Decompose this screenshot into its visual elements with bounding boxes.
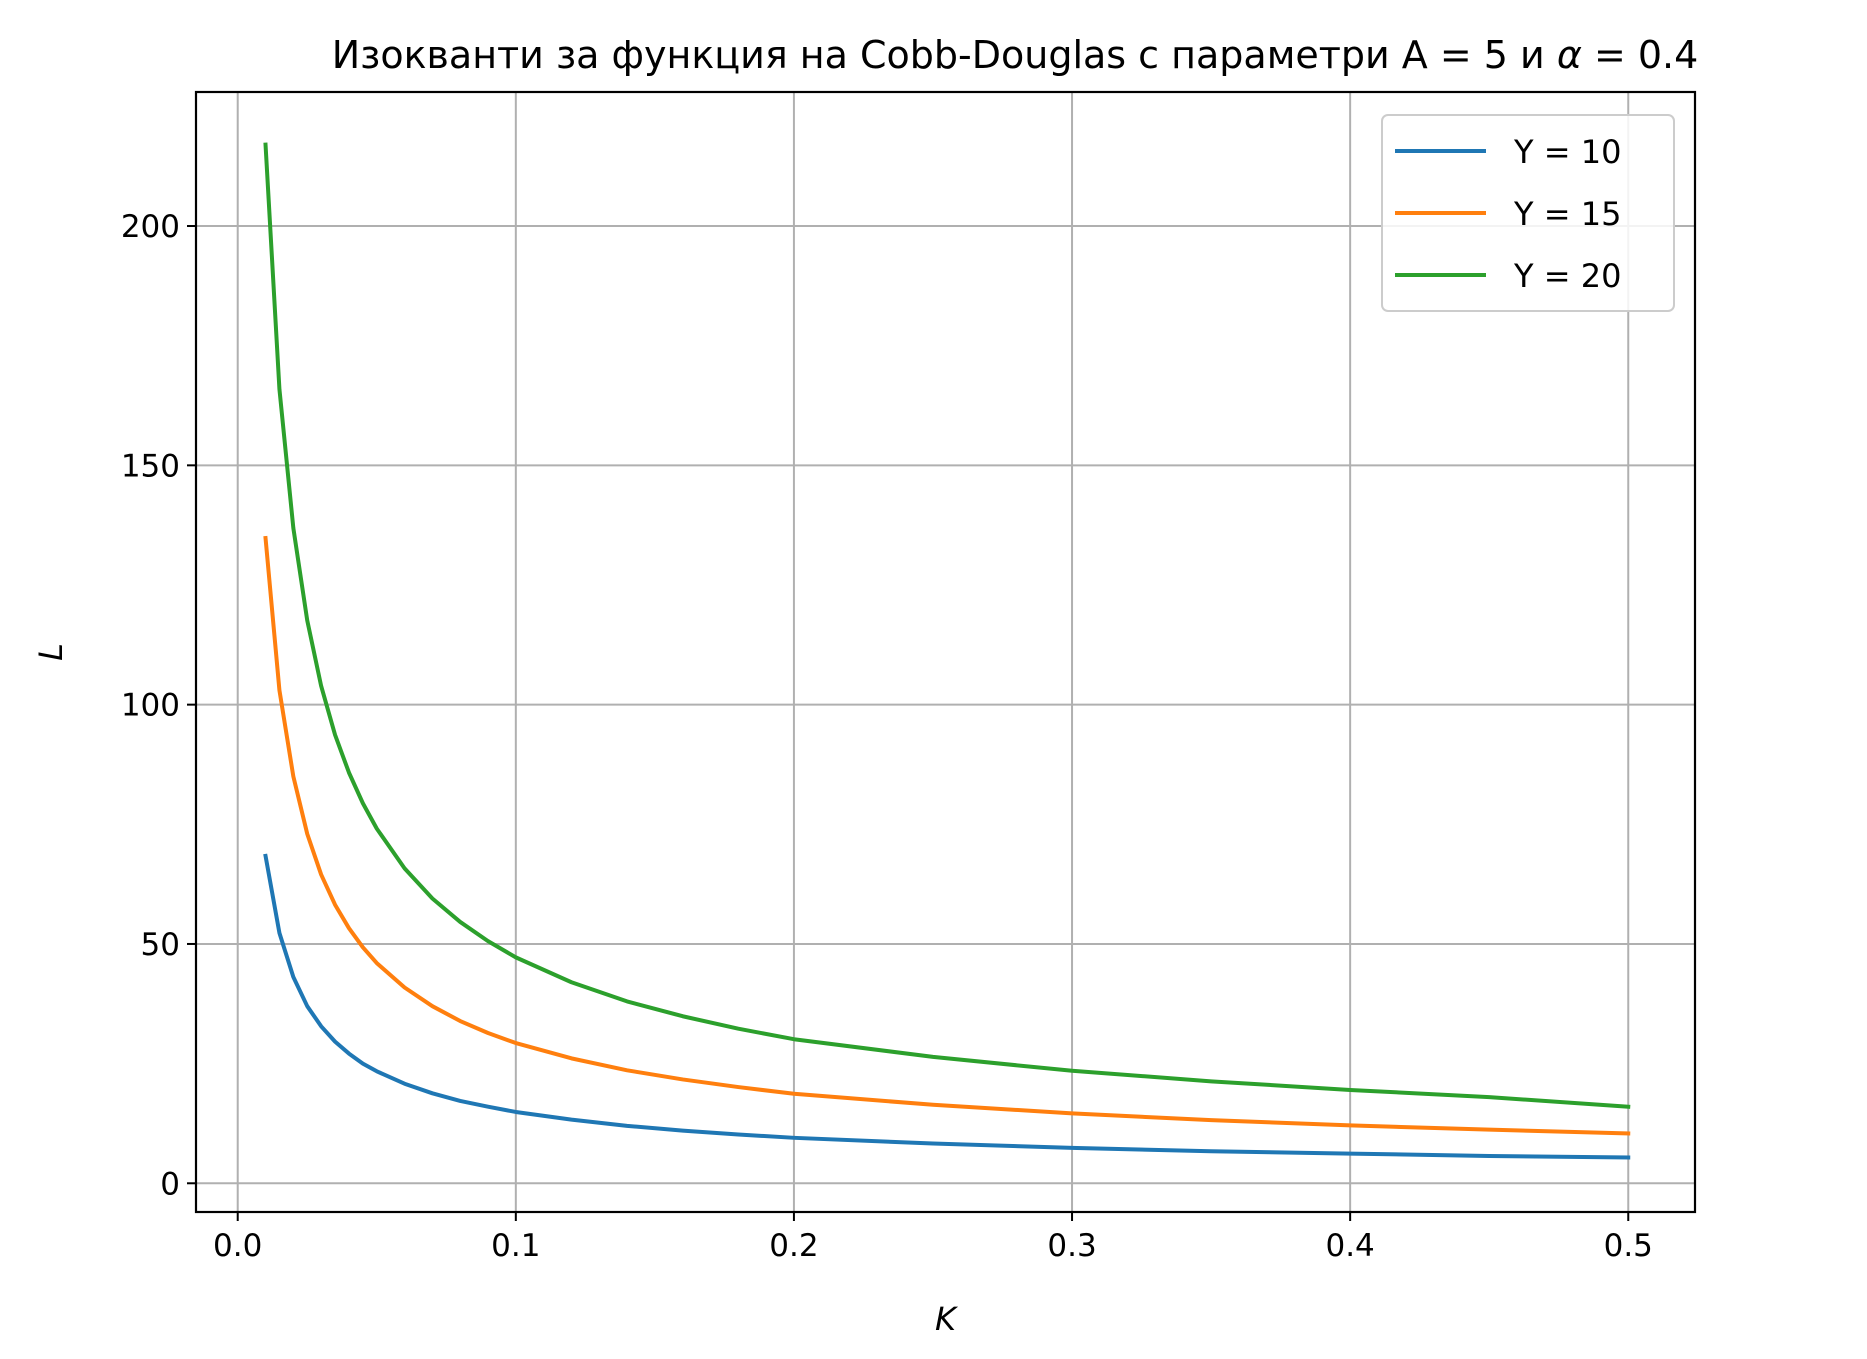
legend-box	[1381, 114, 1675, 312]
chart-title-alpha: α	[1557, 33, 1582, 77]
chart-title: Изокванти за функция на Cobb-Douglas с п…	[332, 33, 1699, 77]
y-tick-label: 50	[141, 927, 180, 963]
chart-title-prefix: Изокванти за функция на Cobb-Douglas с п…	[332, 33, 1557, 77]
x-tick-label: 0.2	[769, 1228, 818, 1264]
x-tick-label: 0.3	[1047, 1228, 1096, 1264]
legend-label: Y = 15	[1513, 195, 1621, 233]
legend-label: Y = 20	[1513, 257, 1621, 295]
x-tick-label: 0.0	[213, 1228, 262, 1264]
y-tick-label: 200	[121, 209, 180, 245]
y-tick-label: 100	[121, 688, 180, 724]
series-line-1	[263, 853, 1631, 1160]
legend-label: Y = 10	[1513, 133, 1621, 171]
y-tick-label: 0	[160, 1166, 180, 1202]
y-axis-label: L	[32, 643, 70, 661]
x-tick-label: 0.4	[1325, 1228, 1374, 1264]
plot-frame	[194, 90, 1697, 1214]
x-axis-label: K	[935, 1300, 959, 1338]
series-line-3	[263, 142, 1631, 1109]
ticks-layer: 0.0 0.1 0.2 0.3 0.4 0.5 0 50 100 150 200	[121, 209, 1653, 1264]
chart-title-suffix: = 0.4	[1582, 33, 1698, 77]
series-line-2	[263, 535, 1631, 1136]
x-tick-label: 0.1	[491, 1228, 540, 1264]
x-tick-label: 0.5	[1604, 1228, 1653, 1264]
legend: Y = 10 Y = 15 Y = 20	[1381, 114, 1675, 312]
y-tick-label: 150	[121, 448, 180, 484]
series-layer	[263, 142, 1631, 1160]
